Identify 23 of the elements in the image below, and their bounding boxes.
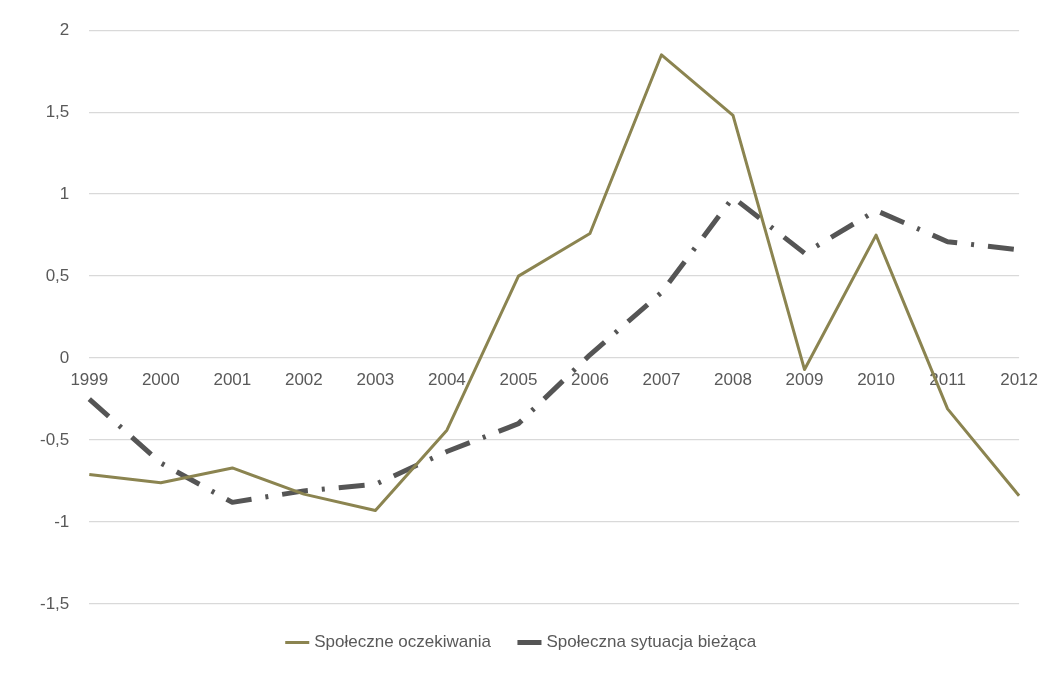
x-tick-label: 2003 bbox=[356, 369, 395, 389]
y-tick-label: 1 bbox=[59, 183, 70, 203]
y-tick-label: -0,5 bbox=[40, 429, 70, 449]
y-tick-label: 1,5 bbox=[45, 101, 70, 121]
y-tick-label: -1 bbox=[54, 511, 70, 531]
x-tick-label: 2001 bbox=[213, 369, 252, 389]
y-tick-label: 2 bbox=[59, 19, 70, 39]
x-tick-label: 2006 bbox=[571, 369, 609, 389]
y-tick-label: 0 bbox=[59, 347, 70, 367]
x-tick-label: 2009 bbox=[785, 369, 824, 389]
x-tick-label: 2005 bbox=[499, 369, 538, 389]
x-tick-label: 2012 bbox=[1000, 369, 1038, 389]
x-tick-label: 2004 bbox=[427, 369, 466, 389]
x-tick-label: 2008 bbox=[714, 369, 752, 389]
legend-label: Społeczne oczekiwania bbox=[314, 632, 492, 652]
x-tick-label: 2010 bbox=[857, 369, 895, 389]
legend-label: Społeczna sytuacja bieżąca bbox=[546, 632, 757, 652]
y-tick-label: -1,5 bbox=[40, 593, 70, 613]
x-tick-label: 1999 bbox=[70, 369, 109, 389]
x-tick-label: 2000 bbox=[141, 369, 180, 389]
x-tick-label: 2002 bbox=[284, 369, 323, 389]
x-tick-label: 2007 bbox=[642, 369, 681, 389]
y-tick-label: 0,5 bbox=[45, 265, 70, 285]
